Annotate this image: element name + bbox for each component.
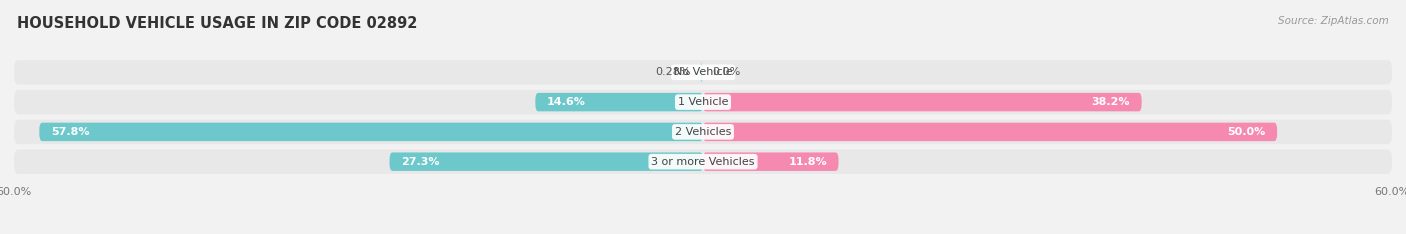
Text: 38.2%: 38.2% <box>1091 97 1130 107</box>
Legend: Owner-occupied, Renter-occupied: Owner-occupied, Renter-occupied <box>581 231 825 234</box>
Text: 1 Vehicle: 1 Vehicle <box>678 97 728 107</box>
FancyBboxPatch shape <box>703 93 1142 111</box>
Text: No Vehicle: No Vehicle <box>673 67 733 77</box>
FancyBboxPatch shape <box>14 90 1392 114</box>
Text: 0.0%: 0.0% <box>713 67 741 77</box>
Text: 14.6%: 14.6% <box>547 97 586 107</box>
FancyBboxPatch shape <box>703 152 838 171</box>
Text: 3 or more Vehicles: 3 or more Vehicles <box>651 157 755 167</box>
FancyBboxPatch shape <box>14 150 1392 174</box>
FancyBboxPatch shape <box>14 120 1392 144</box>
FancyBboxPatch shape <box>536 93 703 111</box>
FancyBboxPatch shape <box>703 123 1277 141</box>
FancyBboxPatch shape <box>700 63 703 82</box>
Text: 27.3%: 27.3% <box>401 157 440 167</box>
Text: 11.8%: 11.8% <box>789 157 827 167</box>
Text: Source: ZipAtlas.com: Source: ZipAtlas.com <box>1278 16 1389 26</box>
Text: 0.28%: 0.28% <box>655 67 690 77</box>
Text: 2 Vehicles: 2 Vehicles <box>675 127 731 137</box>
FancyBboxPatch shape <box>39 123 703 141</box>
Text: HOUSEHOLD VEHICLE USAGE IN ZIP CODE 02892: HOUSEHOLD VEHICLE USAGE IN ZIP CODE 0289… <box>17 16 418 31</box>
Text: 57.8%: 57.8% <box>51 127 90 137</box>
Text: 50.0%: 50.0% <box>1227 127 1265 137</box>
FancyBboxPatch shape <box>14 60 1392 84</box>
FancyBboxPatch shape <box>389 152 703 171</box>
